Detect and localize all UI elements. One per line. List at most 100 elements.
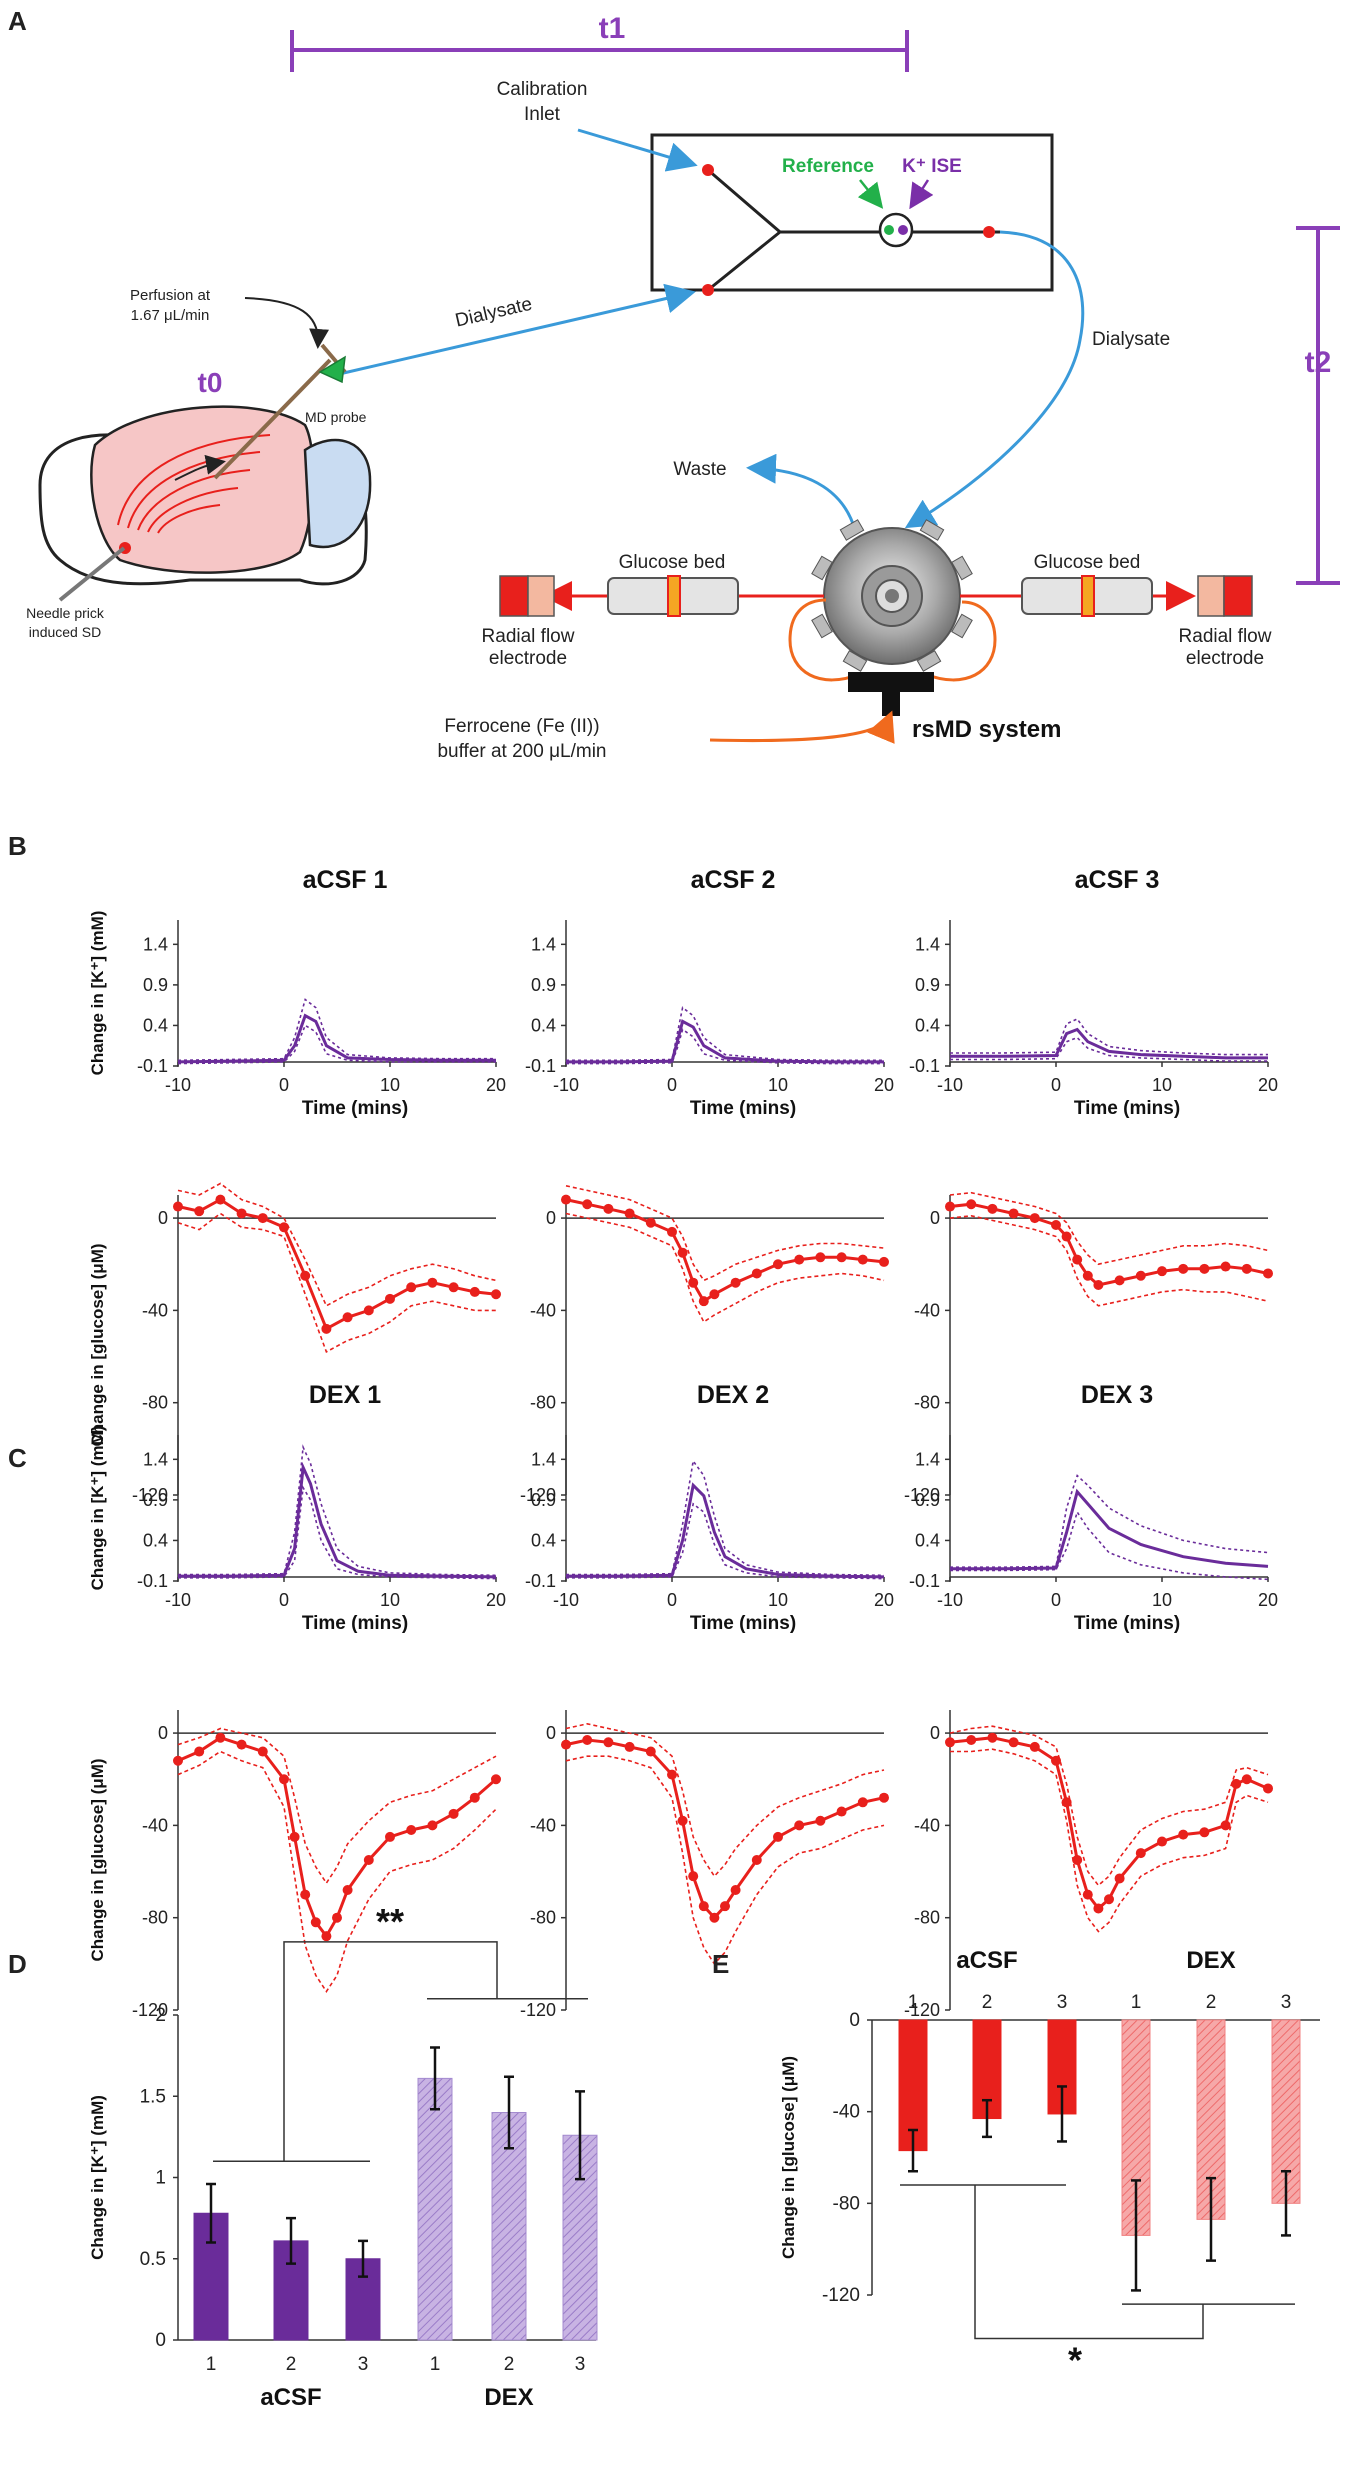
reference-electrode <box>884 225 894 235</box>
glucose-data-point <box>406 1282 417 1293</box>
glucose-data-point <box>688 1277 699 1288</box>
x-tick-label: 0 <box>279 1075 289 1095</box>
glucose-y-tick-label: -120 <box>132 2000 168 2020</box>
glucose-data-point <box>1029 1213 1040 1224</box>
glucose-y-tick-label: 0 <box>930 1208 940 1228</box>
e-significance-marker: * <box>1068 2340 1082 2381</box>
k-y-tick-label: 0.4 <box>531 1015 556 1035</box>
k-y-tick-label: 1.4 <box>531 1449 556 1469</box>
k-y-tick-label: 0.4 <box>143 1530 168 1550</box>
glucose-data-point <box>321 1323 332 1334</box>
glucose-data-point <box>1051 1220 1061 1230</box>
glucose-data-point <box>1082 1889 1093 1900</box>
glucose-data-point <box>624 1208 635 1219</box>
perfusion-line1: Perfusion at <box>130 287 211 304</box>
d-y-tick-label: 2 <box>155 2005 166 2026</box>
k-y-tick-label: -0.1 <box>137 1571 168 1591</box>
d-significance-marker: ** <box>376 1901 404 1942</box>
glucose-data-point <box>987 1732 998 1743</box>
sensor-chamber <box>878 212 914 248</box>
glucose-data-point <box>836 1806 847 1817</box>
glucose-data-point <box>1008 1208 1019 1219</box>
x-axis-label: Time (mins) <box>302 1613 408 1634</box>
e-category-label: 2 <box>982 1992 993 2013</box>
radial-flow-right-line1: Radial flow <box>1179 626 1272 647</box>
glucose-data-point <box>1263 1268 1273 1279</box>
d-category-label: 2 <box>286 2354 297 2375</box>
glucose-lower-bound-line <box>177 1750 497 1993</box>
glucose-data-point <box>257 1746 268 1757</box>
glucose-upper-bound-line <box>177 1182 497 1307</box>
glucose-data-point <box>1008 1737 1019 1748</box>
glucose-data-point <box>624 1741 635 1752</box>
glucose-data-point <box>751 1855 762 1865</box>
calibration-inlet-port <box>702 164 714 176</box>
glucose-data-point <box>1029 1741 1040 1752</box>
e-y-axis-label: Change in [glucose] (μM) <box>779 2056 798 2259</box>
glucose-data-point <box>561 1739 571 1750</box>
glucose-data-point <box>1178 1263 1189 1274</box>
glucose-data-point <box>667 1226 677 1237</box>
k-y-tick-label: 1.4 <box>143 934 168 954</box>
glucose-y-tick-label: -120 <box>520 2000 556 2020</box>
k-lower-bound-line <box>566 1502 885 1580</box>
e-category-label: 1 <box>1131 1992 1142 2013</box>
glucose-data-point <box>469 1792 480 1803</box>
outlet-port <box>983 226 995 238</box>
glucose-data-point <box>751 1268 762 1279</box>
panel-title: DEX 2 <box>697 1381 769 1409</box>
calibration-arrow <box>577 128 698 172</box>
glucose-y-tick-label: -40 <box>142 1300 168 1320</box>
glucose-data-point <box>1135 1848 1146 1859</box>
x-tick-label: -10 <box>937 1590 963 1610</box>
glucose-data-point <box>1263 1783 1273 1794</box>
glucose-data-point <box>279 1774 289 1785</box>
line-panel-acsf-3: aCSF 3 1.4 0.9 0.4 -0.1-10 0 10 20 Time (mins) 0 -… <box>904 866 1278 1505</box>
glucose-data-point <box>987 1203 998 1214</box>
glucose-data-point <box>794 1820 805 1831</box>
glucose-data-point <box>1072 1855 1083 1865</box>
d-significance-bracket <box>283 1941 498 2162</box>
k-y-tick-label: 0.9 <box>143 975 168 995</box>
rat-head-drawing <box>38 343 372 602</box>
glucose-upper-bound-line <box>177 1727 497 1885</box>
k-y-tick-label: 0.9 <box>531 1490 556 1510</box>
glucose-data-point <box>1072 1254 1083 1265</box>
glucose-data-point <box>945 1737 955 1748</box>
k-y-tick-label: 1.4 <box>531 934 556 954</box>
glucose-data-point <box>667 1769 677 1780</box>
glucose-y-tick-label: -40 <box>530 1300 556 1320</box>
glucose-data-point <box>730 1277 741 1288</box>
glucose-data-point <box>857 1797 868 1808</box>
k-mean-line <box>566 1482 885 1579</box>
k-lower-bound-line <box>950 1036 1268 1062</box>
line-panel-acsf-1: aCSF 1 1.4 0.9 0.4 -0.1-10 0 10 20 Time (mins) Ch… <box>88 866 506 1505</box>
x-tick-label: 20 <box>874 1590 894 1610</box>
k-upper-bound-line <box>177 998 496 1062</box>
k-y-tick-label: -0.1 <box>525 1571 556 1591</box>
glucose-data-point <box>1114 1275 1125 1286</box>
glucose-lower-bound-line <box>177 1212 496 1354</box>
k-y-tick-label: -0.1 <box>909 1571 940 1591</box>
glucose-data-point <box>194 1746 205 1757</box>
glucose-y-tick-label: -80 <box>914 1908 940 1928</box>
glucose-y-tick-label: -80 <box>914 1393 940 1413</box>
x-axis-label: Time (mins) <box>690 1098 796 1119</box>
glucose-y-tick-label: 0 <box>930 1723 940 1743</box>
glucose-data-point <box>469 1286 480 1297</box>
glucose-mean-line <box>565 1198 885 1304</box>
line-panel-dex-3: DEX 3 1.4 0.9 0.4 -0.1-10 0 10 20 Time (mins) 0 -4… <box>904 1381 1278 2020</box>
glucose-data-point <box>363 1855 374 1865</box>
glucose-data-point <box>709 1912 720 1923</box>
d-y-tick-label: 0 <box>155 2330 166 2351</box>
glucose-y-axis-label: Change in [glucose] (μM) <box>88 1243 107 1446</box>
e-y-tick-label: 0 <box>849 2010 860 2031</box>
d-category-label: 3 <box>575 2354 586 2375</box>
glucose-data-point <box>300 1889 311 1900</box>
glucose-data-point <box>215 1732 226 1743</box>
glucose-data-point <box>1220 1261 1231 1272</box>
panel-label-d: D <box>8 1949 27 1979</box>
radial-flow-left-line2: electrode <box>489 648 567 669</box>
k-y-tick-label: 0.9 <box>915 975 940 995</box>
glucose-data-point <box>1082 1270 1093 1281</box>
